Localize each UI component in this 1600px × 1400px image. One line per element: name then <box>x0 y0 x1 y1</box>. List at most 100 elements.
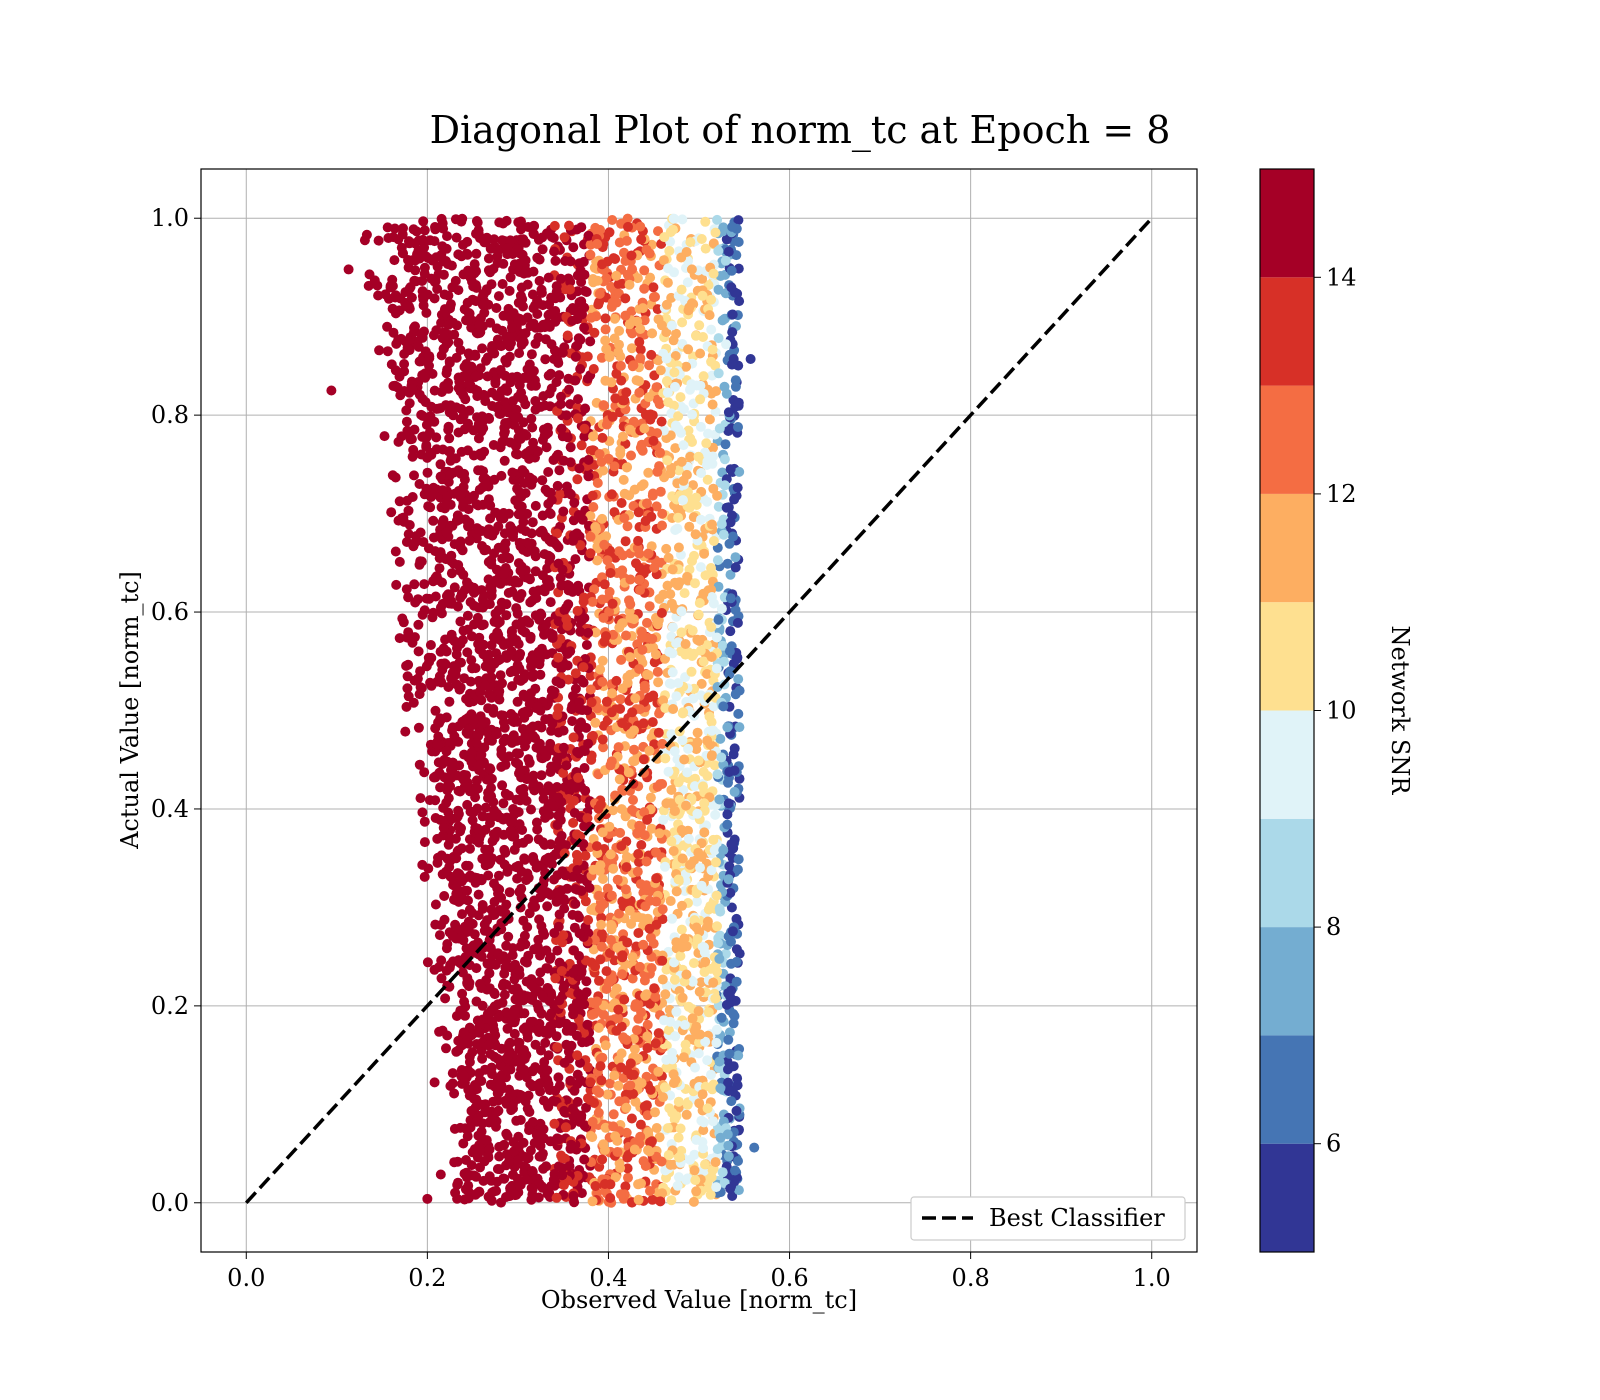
data-point <box>657 1188 668 1199</box>
data-point <box>598 742 609 753</box>
data-point <box>685 451 696 462</box>
data-point <box>483 253 494 264</box>
data-point <box>408 444 419 455</box>
data-point <box>422 467 433 478</box>
data-point <box>597 432 608 443</box>
data-point <box>493 291 504 302</box>
data-point <box>480 717 491 728</box>
data-point <box>545 487 556 498</box>
data-point <box>673 874 684 885</box>
data-point <box>639 683 650 694</box>
data-point <box>705 1189 716 1200</box>
data-point <box>498 310 509 321</box>
data-point <box>626 250 637 261</box>
data-point <box>693 1048 704 1059</box>
data-point <box>491 1185 502 1196</box>
data-point <box>538 1095 549 1106</box>
data-point <box>668 400 679 411</box>
data-point <box>726 936 736 947</box>
data-point <box>572 340 583 351</box>
data-point <box>621 630 631 641</box>
data-point <box>581 640 592 650</box>
data-point <box>447 1068 458 1079</box>
data-point <box>675 1123 686 1134</box>
data-point <box>700 1081 711 1092</box>
data-point <box>685 859 695 870</box>
data-point <box>403 592 414 603</box>
data-point <box>555 273 566 284</box>
data-point <box>476 749 487 760</box>
data-point <box>531 817 542 828</box>
data-point <box>713 284 724 295</box>
data-point <box>708 701 719 712</box>
data-point <box>726 1096 737 1107</box>
data-point <box>542 983 553 994</box>
data-point <box>436 850 447 861</box>
data-point <box>556 796 567 807</box>
data-point <box>557 347 568 358</box>
data-point <box>513 759 524 769</box>
data-point <box>561 410 572 421</box>
data-point <box>642 617 652 628</box>
data-point <box>706 1172 717 1183</box>
data-point <box>570 375 581 386</box>
data-point <box>604 350 615 361</box>
data-point <box>610 1131 621 1142</box>
data-point <box>629 744 639 755</box>
data-point <box>527 1167 538 1177</box>
data-point <box>710 993 721 1004</box>
data-point <box>565 1075 576 1086</box>
data-point <box>651 847 661 858</box>
data-point <box>457 909 467 920</box>
data-point <box>722 819 733 830</box>
data-point <box>668 1069 679 1080</box>
data-point <box>660 989 671 1000</box>
data-point <box>645 1084 656 1095</box>
data-point <box>597 513 608 524</box>
data-point <box>471 248 482 259</box>
data-point <box>617 565 628 576</box>
data-point <box>595 903 605 914</box>
data-point <box>667 622 678 633</box>
data-point <box>515 941 526 952</box>
data-point <box>701 460 712 470</box>
data-point <box>427 368 438 379</box>
data-point <box>552 820 563 830</box>
data-point <box>580 896 591 907</box>
data-point <box>670 381 680 392</box>
data-point <box>474 319 485 330</box>
data-point <box>562 330 573 341</box>
data-point <box>551 1031 562 1042</box>
data-point <box>598 1139 609 1150</box>
data-point <box>572 413 583 424</box>
data-point <box>647 717 658 728</box>
data-point <box>434 671 445 682</box>
data-point <box>599 579 610 590</box>
data-point <box>587 596 598 607</box>
data-point <box>662 455 673 466</box>
data-point <box>651 896 662 907</box>
data-point <box>500 383 511 394</box>
data-point <box>624 319 635 330</box>
data-point <box>558 1180 569 1191</box>
data-point <box>520 328 531 339</box>
data-point <box>532 701 543 712</box>
data-point <box>583 627 594 638</box>
data-point <box>673 465 684 476</box>
data-point <box>505 272 516 283</box>
data-point <box>572 1170 583 1181</box>
data-point <box>713 333 724 344</box>
data-point <box>611 270 622 281</box>
data-point <box>698 588 709 599</box>
data-point <box>656 1156 667 1167</box>
data-point <box>634 961 645 972</box>
data-point <box>659 232 670 243</box>
data-point <box>676 924 687 935</box>
data-point <box>652 619 663 630</box>
data-point <box>636 234 647 245</box>
data-point <box>476 983 487 993</box>
data-point <box>507 1017 517 1028</box>
data-point <box>491 633 502 644</box>
data-point <box>574 951 584 961</box>
data-point <box>699 967 710 977</box>
